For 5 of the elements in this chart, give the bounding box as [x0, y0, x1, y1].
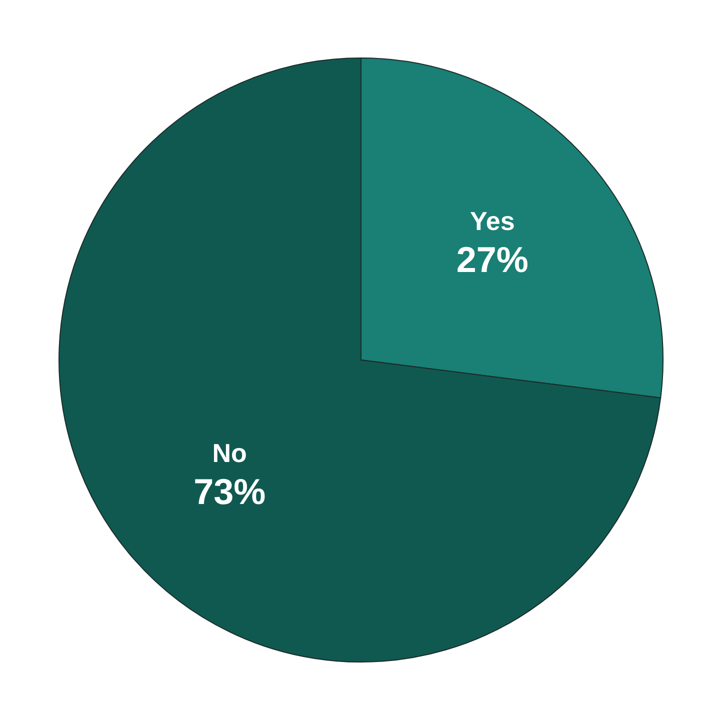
data-label: 27% — [456, 239, 528, 280]
pie-slice — [58, 58, 662, 662]
slice-label: No — [212, 438, 247, 468]
slice-label: Yes — [470, 206, 515, 236]
data-label: 73% — [194, 470, 266, 512]
